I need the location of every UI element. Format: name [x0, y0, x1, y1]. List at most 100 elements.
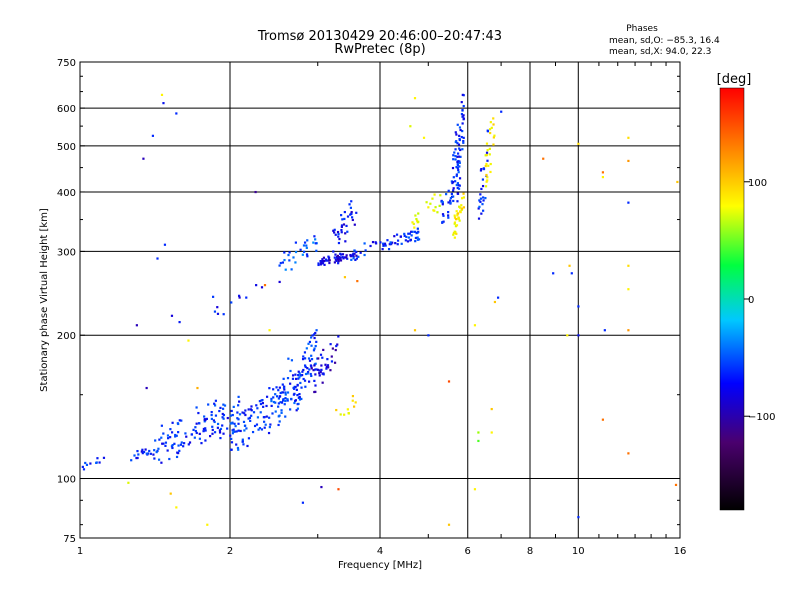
- data-point: [283, 388, 286, 391]
- data-point: [203, 415, 206, 418]
- data-point: [456, 186, 459, 190]
- data-point: [169, 492, 172, 495]
- data-point: [164, 441, 168, 444]
- data-point: [346, 230, 349, 233]
- data-point: [479, 200, 482, 203]
- data-point: [268, 426, 271, 429]
- data-point: [98, 461, 101, 464]
- data-point: [222, 417, 225, 420]
- data-point: [340, 231, 343, 234]
- data-point: [417, 212, 420, 215]
- data-point: [194, 426, 197, 429]
- data-point: [415, 217, 418, 221]
- data-point: [433, 193, 436, 196]
- data-point: [383, 242, 387, 245]
- data-point: [455, 173, 458, 176]
- data-points: [81, 93, 679, 526]
- data-point: [287, 357, 290, 360]
- data-point: [489, 121, 492, 124]
- data-point: [274, 410, 277, 413]
- data-point: [346, 215, 350, 218]
- data-point: [413, 329, 417, 332]
- data-point: [332, 229, 335, 232]
- data-point: [185, 435, 188, 438]
- data-point: [416, 236, 419, 239]
- data-point: [218, 429, 222, 432]
- data-point: [226, 427, 229, 430]
- data-point: [325, 259, 328, 262]
- data-point: [291, 377, 295, 380]
- data-point: [442, 214, 445, 217]
- data-point: [451, 166, 455, 170]
- data-point: [492, 123, 495, 126]
- data-point: [171, 421, 174, 424]
- data-point: [341, 218, 344, 221]
- data-point: [245, 427, 248, 430]
- data-point: [480, 212, 483, 215]
- data-point: [305, 347, 308, 350]
- data-point: [452, 189, 455, 192]
- data-point: [302, 368, 305, 372]
- data-point: [229, 414, 233, 417]
- data-point: [395, 233, 399, 236]
- data-point: [148, 449, 151, 453]
- data-point: [284, 393, 287, 396]
- data-point: [243, 429, 246, 432]
- data-point: [219, 436, 222, 440]
- data-point: [157, 458, 161, 461]
- data-point: [333, 361, 337, 364]
- data-point: [458, 177, 462, 180]
- data-point: [235, 443, 238, 446]
- data-point: [232, 405, 235, 408]
- data-point: [387, 248, 391, 251]
- data-point: [269, 423, 272, 426]
- data-point: [414, 236, 418, 240]
- data-point: [345, 254, 348, 257]
- data-point: [282, 398, 285, 401]
- colorbar-tick-label: 0: [748, 295, 754, 306]
- data-point: [180, 441, 183, 444]
- data-point: [327, 366, 330, 369]
- stats-line-o: mean, sd,O: −85.3, 16.4: [609, 36, 720, 46]
- data-point: [451, 180, 455, 184]
- data-point: [452, 158, 455, 161]
- data-point: [357, 255, 360, 258]
- data-point: [452, 154, 455, 157]
- data-point: [213, 431, 217, 434]
- data-point: [403, 232, 406, 235]
- data-point: [301, 358, 305, 361]
- data-point: [490, 431, 493, 434]
- data-point: [230, 301, 233, 304]
- data-point: [346, 408, 349, 411]
- data-point: [482, 209, 485, 212]
- data-point: [230, 437, 233, 440]
- data-point: [457, 143, 461, 146]
- data-point: [221, 416, 224, 419]
- data-point: [322, 348, 325, 352]
- data-point: [459, 128, 462, 132]
- colorbar-tick-label: −100: [748, 412, 775, 423]
- data-point: [458, 134, 461, 137]
- data-point: [456, 182, 460, 185]
- data-point: [175, 112, 178, 115]
- data-point: [348, 203, 351, 206]
- data-point: [283, 258, 286, 262]
- data-point: [322, 256, 326, 259]
- data-point: [329, 343, 332, 346]
- data-point: [457, 155, 461, 158]
- data-point: [407, 236, 410, 239]
- data-point: [349, 213, 352, 216]
- data-point: [339, 252, 342, 255]
- data-point: [294, 399, 297, 402]
- data-point: [323, 259, 326, 263]
- data-point: [486, 159, 489, 162]
- data-point: [328, 261, 331, 265]
- data-point: [410, 230, 413, 233]
- data-point: [193, 436, 196, 439]
- data-point: [447, 214, 450, 217]
- data-point: [343, 276, 347, 279]
- data-point: [374, 241, 377, 244]
- data-point: [306, 255, 309, 258]
- data-point: [487, 164, 490, 167]
- data-point: [213, 310, 217, 313]
